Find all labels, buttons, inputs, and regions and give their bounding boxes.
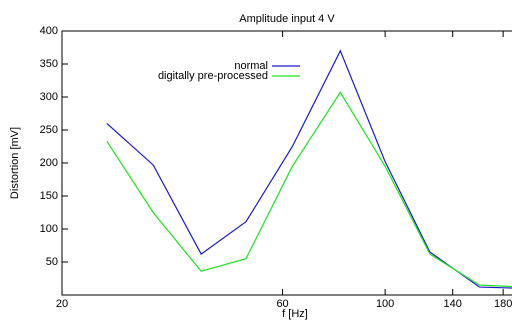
data-line [106,91,512,288]
legend-label: normal [234,60,268,72]
y-axis-label: Distortion [mV] [9,127,21,199]
y-tick-label: 350 [40,58,58,70]
plot-frame [61,30,512,296]
y-tick-label: 400 [40,25,58,37]
legend-label: digitally pre-processed [158,70,268,82]
x-tick-label: 20 [56,298,68,310]
plot-area [106,49,512,289]
y-tick-label: 200 [40,157,58,169]
x-axis-label: f [Hz] [282,308,308,320]
y-tick-label: 300 [40,91,58,103]
x-tick-label: 100 [376,298,394,310]
y-tick-label: 100 [40,223,58,235]
y-tick-label: 50 [46,256,58,268]
x-tick-label: 180 [494,298,512,310]
data-line [106,49,512,289]
chart-title: Amplitude input 4 V [239,13,335,25]
y-tick-label: 250 [40,124,58,136]
x-tick-label: 60 [276,298,288,310]
x-tick-label: 140 [444,298,462,310]
y-tick-label: 150 [40,190,58,202]
